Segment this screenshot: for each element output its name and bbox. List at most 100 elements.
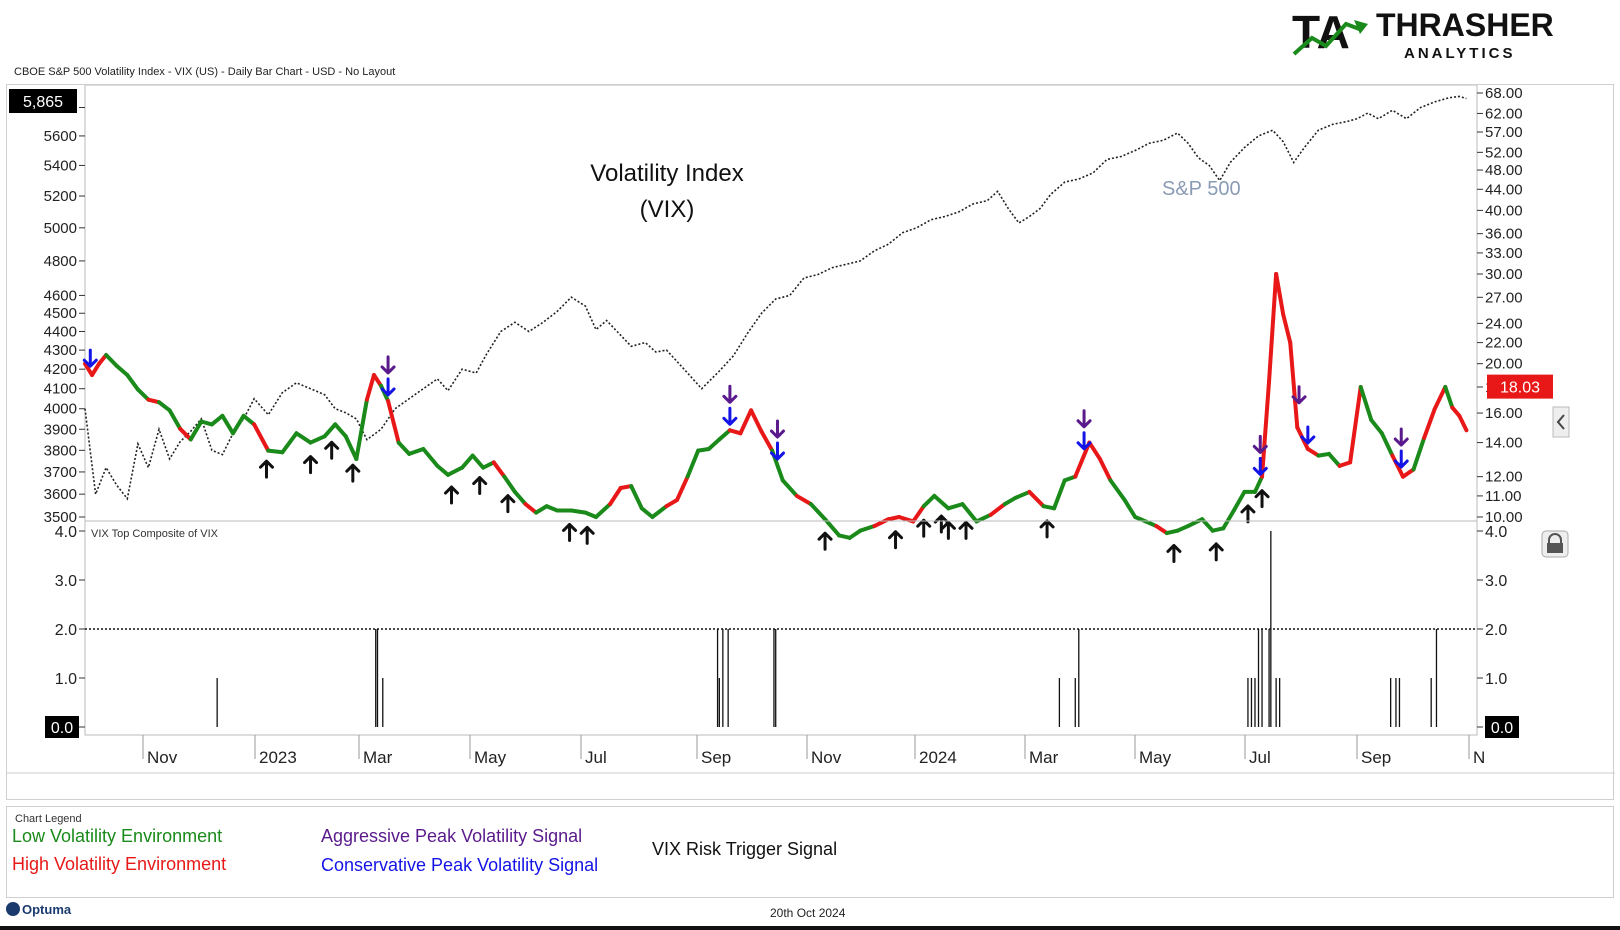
composite-right-zero-badge [1485,716,1519,738]
right-axis-label: 12.00 [1485,469,1523,486]
risk-trigger-arrow [579,525,595,545]
right-axis-label: 20.00 [1485,356,1523,373]
left-axis-label: 5200 [44,188,77,205]
vix-segment [445,465,465,477]
left-axis-label: 5000 [44,220,77,237]
risk-trigger-arrow [562,522,578,542]
vix-segment [421,446,440,468]
right-axis-label: 14.00 [1485,435,1523,452]
legend-risk-trigger: VIX Risk Trigger Signal [652,839,838,859]
vix-segment [1457,413,1469,433]
vix-segment [1443,384,1455,410]
left-axis-label: 3800 [44,442,77,459]
right-axis-label: 16.00 [1485,405,1523,422]
x-axis-label: Jul [1249,748,1271,767]
vix-segment [157,400,172,413]
vix-segment [1260,378,1272,479]
risk-trigger-arrow [916,518,932,538]
chart-title: Volatility Index [590,160,743,187]
logo-sub: ANALYTICS [1404,45,1515,62]
vix-segment [90,361,102,378]
composite-left-label: 1.0 [55,671,77,688]
vix-segment [266,448,285,455]
vix-segment [685,448,701,479]
vix-segment [308,434,327,445]
vix-segment [1348,384,1363,465]
conservative-signal-arrow [722,406,738,426]
risk-trigger-arrow [958,520,974,540]
vix-segment [1087,440,1102,461]
x-axis-label: Sep [1361,748,1391,767]
vix-segment [460,453,475,470]
left-axis-label: 4400 [44,323,77,340]
vix-segment [167,408,183,431]
vix-segment [706,437,722,451]
vix-segment [1186,517,1205,529]
vix-segment [911,504,926,524]
composite-left-label: 4.0 [55,524,77,541]
left-axis-label: 3500 [44,509,77,526]
vix-segment [396,440,412,456]
chart-description: CBOE S&P 500 Volatility Index - VIX (US)… [14,66,396,78]
composite-left-zero: 0.0 [51,720,73,737]
vix-segment [104,353,119,368]
composite-right-label: 2.0 [1485,622,1507,639]
vix-segment [1400,467,1416,479]
vix-segment [650,504,669,519]
vix-segment [858,524,877,533]
aggressive-signal-arrow [722,384,738,404]
vix-segment [114,363,130,378]
vix-segment [1432,384,1448,411]
vix-segment [629,484,644,511]
bottom-bar [0,926,1620,930]
right-axis-label: 48.00 [1485,162,1523,179]
conservative-signal-arrow [1076,431,1092,451]
left-axis-label: 5600 [44,128,77,145]
right-axis-label: 52.00 [1485,144,1523,161]
right-axis-label: 10.00 [1485,509,1523,526]
legend-high-volatility: High Volatility Environment [12,854,227,874]
left-axis-label: 4300 [44,342,77,359]
vix-segment [1281,312,1293,345]
vix-segment [231,413,246,436]
right-axis-label: 11.00 [1485,488,1521,505]
vix-segment [1288,340,1300,430]
composite-panel: VIX Top Composite of VIX 1.0 1.0 2.0 2.0 3.0 3… [45,520,1569,738]
vix-segment [872,517,891,529]
vix-segment [664,497,680,509]
vix-segment [960,502,979,524]
vix-segment [794,493,813,507]
vix-segment [220,413,236,436]
right-axis-label: 57.00 [1485,124,1523,141]
aggressive-signal-arrow [380,355,396,375]
left-axis-label: 3700 [44,464,77,481]
lock-body-icon [1547,543,1563,553]
vix-segment [946,502,965,511]
vix-segment [252,422,271,453]
conservative-signal-arrow [380,377,396,397]
x-axis-label: May [474,748,507,767]
vix-segment [1002,495,1018,507]
vix-segment [322,422,338,439]
aggressive-signal-arrow [1252,434,1268,454]
right-axis-label: 36.00 [1485,226,1523,243]
main-panel: 3500 3600 3700 3800 3900 4000 4100 4200 4300 4400… [9,85,1570,563]
vix-segment [1013,489,1032,500]
x-axis-label: N [1473,748,1485,767]
composite-right-label: 1.0 [1485,671,1507,688]
left-axis-label: 4100 [44,381,77,398]
risk-trigger-arrow [888,530,904,550]
optuma-brand: Optuma [22,902,72,917]
right-axis-label: 22.00 [1485,335,1523,352]
vix-segment [759,429,775,453]
vix-segment [988,502,1007,517]
vix-segment [1154,524,1169,536]
vix-segment [280,431,299,455]
aggressive-signal-arrow [1393,427,1409,447]
composite-left-label: 2.0 [55,622,77,639]
composite-plot-area [84,520,1478,736]
vix-segment [294,431,313,445]
conservative-signal-arrow [769,441,785,461]
risk-trigger-arrow [817,531,833,551]
legend-title: Chart Legend [15,813,82,825]
